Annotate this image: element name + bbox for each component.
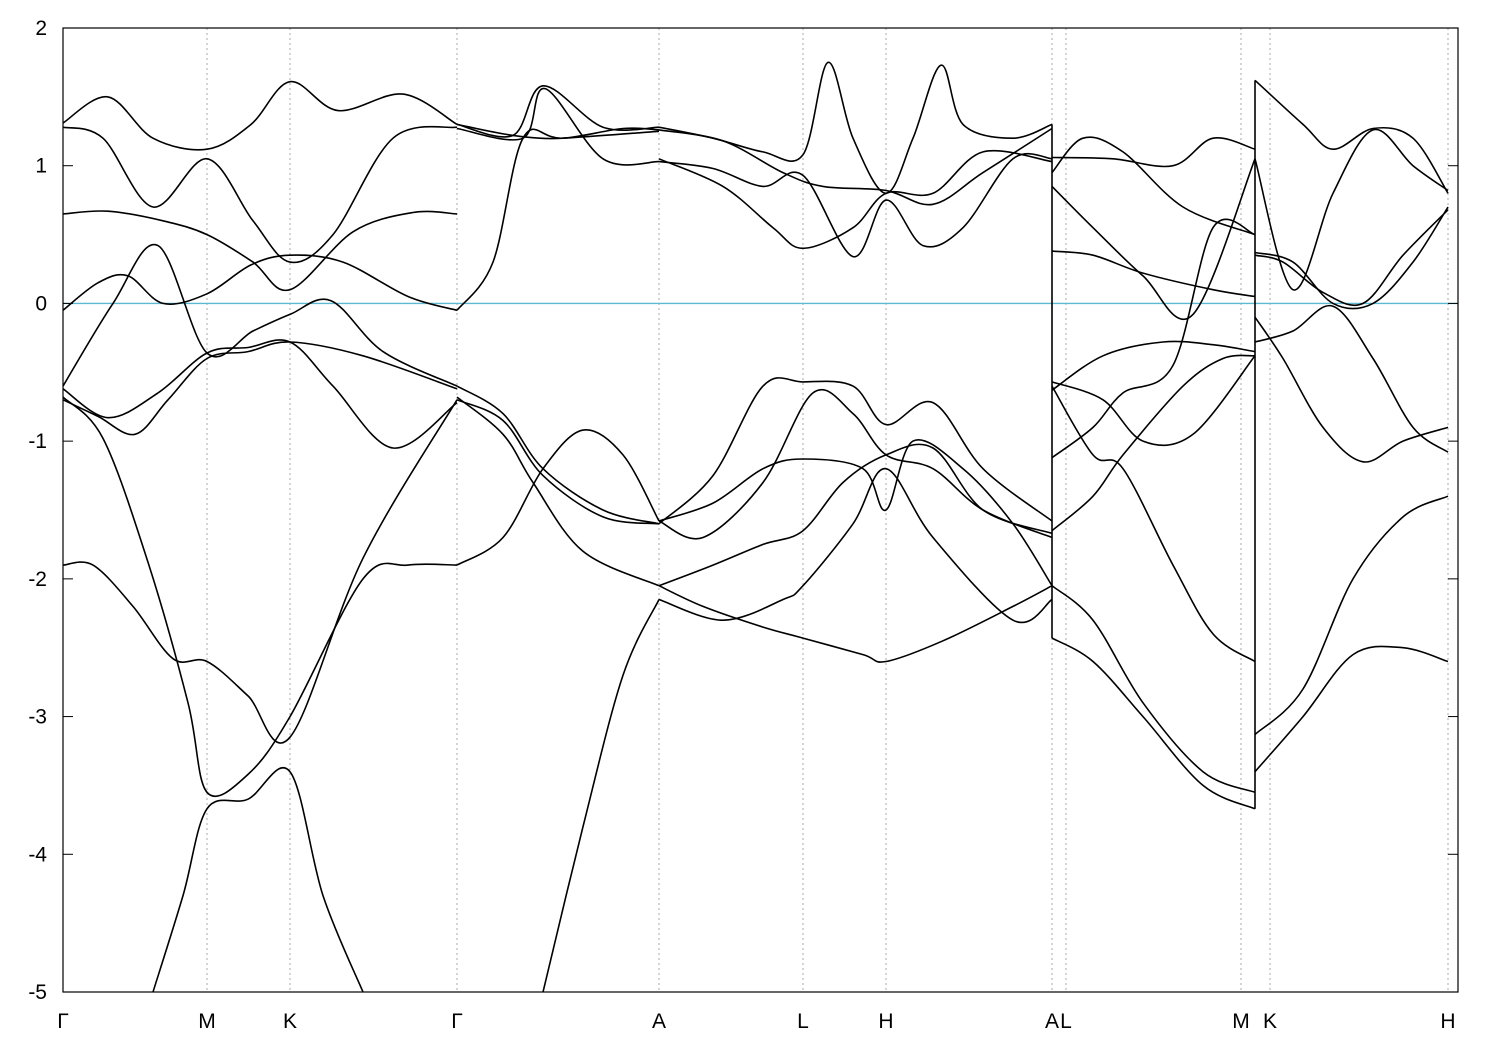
band-line [1051, 136, 1256, 236]
y-tick-labels: 2 1 0 -1 -2 -3 -4 -5 [28, 17, 47, 1004]
band-line [456, 396, 660, 587]
k-point-label: Γ [57, 1010, 69, 1033]
band-line [658, 377, 1053, 525]
k-point-label: L [797, 1010, 809, 1033]
band-line [1254, 645, 1449, 773]
band-line [1051, 340, 1256, 391]
band-line [1254, 128, 1449, 291]
band-line [63, 254, 458, 312]
band-line [1051, 637, 1256, 810]
band-line [63, 243, 458, 387]
band-line [658, 389, 1053, 540]
band-line [1051, 136, 1256, 168]
k-point-label: K [283, 1010, 297, 1033]
band-line [63, 80, 458, 151]
band-line [1051, 385, 1256, 663]
k-point-label: Γ [451, 1010, 463, 1033]
band-line [1051, 218, 1256, 459]
band-line [456, 385, 660, 525]
band-line [63, 341, 458, 436]
band-line [63, 396, 458, 798]
band-line [152, 767, 364, 992]
band-line [658, 467, 1053, 624]
band-line [456, 128, 660, 311]
y-tick-label: -5 [28, 981, 47, 1004]
band-curves [63, 61, 1449, 992]
y-tick-label: -2 [28, 568, 47, 591]
band-line [456, 399, 660, 525]
band-line [456, 87, 660, 166]
y-tick-label: -1 [28, 430, 47, 453]
k-point-label: H [1440, 1010, 1455, 1033]
k-point-label: M [198, 1010, 216, 1033]
band-line [1254, 316, 1449, 463]
band-line [1254, 304, 1449, 453]
band-line [1051, 250, 1256, 298]
y-tick-label: -4 [28, 843, 47, 866]
band-line [658, 584, 1053, 663]
plot-frame [62, 27, 1459, 993]
band-line [1051, 585, 1256, 794]
band-line [456, 429, 660, 566]
band-line [1254, 209, 1449, 307]
k-point-label: L [1060, 1010, 1072, 1033]
band-line [1051, 354, 1256, 532]
band-line [1254, 495, 1449, 736]
band-line [542, 599, 660, 992]
k-point-gridlines [206, 28, 1449, 992]
k-point-label: H [878, 1010, 893, 1033]
band-line [658, 439, 1053, 587]
y-tick-label: 1 [35, 155, 47, 178]
band-line [456, 84, 660, 138]
band-line [1254, 79, 1449, 194]
band-line [1254, 206, 1449, 310]
band-line [63, 339, 458, 449]
band-line [63, 210, 458, 292]
band-line [658, 152, 1053, 258]
band-line [658, 127, 1053, 206]
band-line [63, 125, 458, 264]
band-line [658, 61, 1053, 195]
band-line [658, 443, 1053, 587]
y-tick-label: 2 [35, 17, 47, 40]
k-point-label: K [1263, 1010, 1277, 1033]
k-point-label: M [1232, 1010, 1250, 1033]
y-tick-label: 0 [35, 292, 47, 315]
k-point-label: A [1045, 1010, 1059, 1033]
axis-ticks [63, 27, 1458, 993]
k-point-label: A [652, 1010, 666, 1033]
band-line [1051, 355, 1256, 447]
y-tick-label: -3 [28, 706, 47, 729]
band-line [63, 399, 458, 744]
band-line [658, 150, 1053, 250]
band-line [1051, 158, 1256, 321]
